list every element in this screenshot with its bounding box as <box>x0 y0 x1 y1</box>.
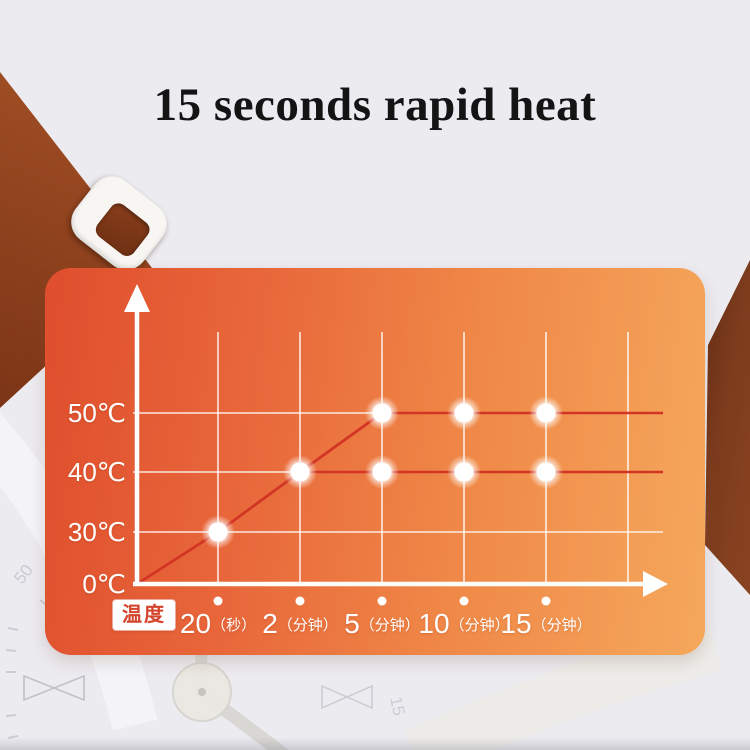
buckle-hole <box>92 199 154 260</box>
data-dot-glow <box>447 455 481 489</box>
data-dot <box>536 403 556 423</box>
x-axis-arrow <box>643 571 668 597</box>
x-tick-number: 5 <box>344 608 360 639</box>
clock-number-50: 50 <box>10 561 37 588</box>
x-tick-unit: （秒） <box>211 617 257 634</box>
x-tick-number: 10 <box>418 608 450 639</box>
data-dot <box>372 403 392 423</box>
clock-hub-dot <box>198 688 206 696</box>
x-tick-label-10: 10（分钟） <box>404 608 524 640</box>
x-tick-label-15: 15（分钟） <box>486 608 606 640</box>
x-tick-dot <box>541 596 551 606</box>
data-dot-glow <box>447 396 481 430</box>
data-dot <box>454 462 474 482</box>
x-tick-dot <box>459 596 469 606</box>
clock-hub <box>172 662 232 722</box>
x-tick-dot <box>213 596 223 606</box>
data-dot-glow <box>529 396 563 430</box>
backdrop-edge <box>0 737 750 750</box>
clock-numeral-right <box>321 684 373 710</box>
data-dot-glow <box>283 455 317 489</box>
clock-number-15: 15 <box>386 695 409 717</box>
data-dot <box>208 522 228 542</box>
data-dot-glow <box>365 455 399 489</box>
x-tick-dot <box>377 596 387 606</box>
data-dot <box>536 462 556 482</box>
data-dot-glow <box>529 455 563 489</box>
x-tick-unit: （分钟） <box>531 617 592 634</box>
clock-ring-arc-right <box>404 620 723 750</box>
x-tick-unit: （分钟） <box>277 617 338 634</box>
data-dot-glow <box>201 515 235 549</box>
y-tick-label-40: 40℃ <box>67 457 126 487</box>
x-tick-label-20: 20（秒） <box>158 608 278 640</box>
y-tick-label-0: 0℃ <box>82 569 126 599</box>
x-tick-number: 2 <box>262 608 278 639</box>
x-tick-label-5: 5（分钟） <box>322 608 442 640</box>
x-tick-unit: （分钟） <box>359 617 420 634</box>
x-tick-number: 15 <box>500 608 532 639</box>
x-tick-label-2: 2（分钟） <box>240 608 360 640</box>
y-tick-label-30: 30℃ <box>67 517 126 547</box>
x-tick-number: 20 <box>179 608 212 639</box>
data-dot <box>290 462 310 482</box>
data-dot-glow <box>365 396 399 430</box>
leather-pad-right <box>705 260 750 595</box>
y-axis-label-box: 温度 <box>112 599 176 631</box>
chart-panel: 温度 时间 <box>45 268 705 655</box>
y-axis-arrow <box>124 284 150 312</box>
x-tick-dot <box>295 596 305 606</box>
page-title: 15 seconds rapid heat <box>153 79 597 131</box>
data-dot <box>372 462 392 482</box>
heatup-line <box>136 411 383 586</box>
y-tick-label-50: 50℃ <box>67 398 126 428</box>
data-dot <box>454 403 474 423</box>
x-tick-unit: （分钟） <box>449 617 510 634</box>
temperature-chart <box>124 284 668 606</box>
clock-numeral-left <box>23 674 85 702</box>
